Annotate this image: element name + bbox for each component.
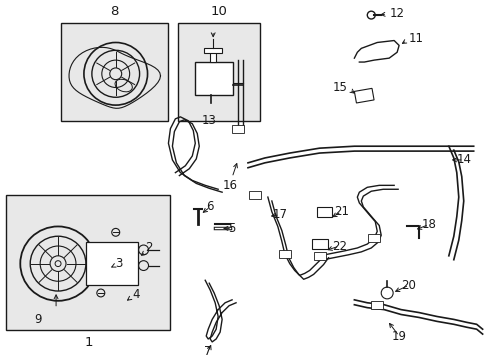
Text: 17: 17: [272, 208, 287, 221]
Text: 12: 12: [388, 6, 404, 20]
Bar: [86, 242, 137, 285]
Bar: [178, 23, 260, 121]
Text: 14: 14: [455, 153, 470, 166]
Bar: [316, 207, 332, 217]
Text: 9: 9: [34, 312, 42, 325]
Text: 1: 1: [84, 336, 92, 349]
Text: 7: 7: [204, 345, 211, 358]
Bar: [313, 252, 325, 260]
Bar: [278, 250, 290, 258]
Text: 21: 21: [333, 205, 348, 218]
Text: 5: 5: [228, 222, 235, 235]
Text: 13: 13: [202, 114, 216, 127]
Text: 3: 3: [115, 257, 122, 270]
Text: 16: 16: [222, 179, 237, 192]
Bar: [195, 62, 233, 95]
Bar: [232, 125, 244, 132]
Text: 8: 8: [110, 5, 119, 18]
Bar: [210, 52, 216, 62]
Bar: [354, 88, 373, 103]
Bar: [204, 48, 222, 53]
Text: 2: 2: [144, 242, 152, 255]
Text: 20: 20: [401, 279, 416, 292]
Text: 11: 11: [408, 32, 423, 45]
Bar: [61, 23, 168, 121]
Bar: [311, 239, 327, 249]
Text: 18: 18: [421, 218, 435, 231]
Text: 15: 15: [332, 81, 346, 94]
Text: 4: 4: [132, 288, 140, 301]
Text: 19: 19: [391, 329, 406, 342]
Bar: [6, 195, 170, 330]
Text: 22: 22: [331, 239, 346, 252]
Bar: [370, 301, 383, 309]
Text: 6: 6: [206, 201, 214, 213]
Text: 10: 10: [210, 5, 227, 18]
Bar: [248, 191, 261, 199]
Bar: [367, 234, 380, 242]
